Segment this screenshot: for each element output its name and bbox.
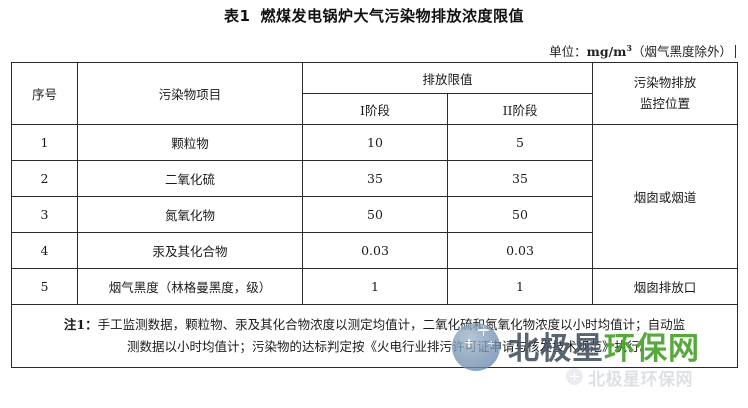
- table-row: 5 烟气黑度（林格曼黑度，级） 1 1 烟囱排放口: [11, 268, 739, 305]
- header-position-line1: 污染物排放: [633, 74, 697, 90]
- cell-seq: 4: [11, 232, 78, 269]
- emission-limits-table-wrapper: 序号 污染物项目 排放限值 污染物排放 监控位置 I阶段 II阶段 1 颗粒物 …: [10, 62, 739, 368]
- header-cell-stage1: I阶段: [302, 93, 448, 125]
- cell-position-merged: 烟囱或烟道: [592, 124, 739, 269]
- cell-stage2: 50: [446, 196, 594, 233]
- table-row: 4 汞及其化合物 0.03 0.03: [11, 232, 738, 269]
- footnote-text-2: 测数据以小时均值计；污染物的达标判定按《火电行业排污许可证申请与核发技术规范》执…: [127, 339, 653, 354]
- footnote-line-2: 测数据以小时均值计；污染物的达标判定按《火电行业排污许可证申请与核发技术规范》执…: [12, 336, 737, 358]
- units-note: （烟气黑度除外）: [631, 44, 732, 59]
- table-title-text: 燃煤发电锅炉大气污染物排放浓度限值: [260, 7, 524, 25]
- table-header-row-2: I阶段 II阶段: [12, 93, 738, 125]
- cell-seq: 5: [11, 268, 78, 305]
- cell-item: 汞及其化合物: [77, 232, 303, 269]
- cell-seq: 2: [11, 160, 78, 197]
- table-header-row-1: 序号 污染物项目 排放限值 污染物排放 监控位置: [11, 62, 739, 125]
- cell-seq: 3: [11, 196, 78, 233]
- table-footnote-row: 注1：手工监测数据，颗粒物、汞及其化合物浓度以测定均值计，二氧化硫和氮氧化物浓度…: [10, 304, 739, 368]
- emission-limits-table: 序号 污染物项目 排放限值 污染物排放 监控位置 I阶段 II阶段 1 颗粒物 …: [10, 62, 739, 368]
- table-row: 3 氮氧化物 50 50: [11, 196, 738, 233]
- page-title: 表1 燃煤发电锅炉大气污染物排放浓度限值: [0, 5, 748, 26]
- table-row: 1 颗粒物 10 5 烟囱或烟道: [11, 124, 739, 269]
- cell-stage1: 50: [302, 196, 448, 233]
- units-label: 单位：: [549, 44, 587, 59]
- cell-item: 烟气黑度（林格曼黑度，级）: [77, 268, 303, 305]
- cell-stage1: 1: [302, 268, 448, 305]
- footnote-label: 注1：: [63, 317, 98, 333]
- footnote-line-1: 注1：手工监测数据，颗粒物、汞及其化合物浓度以测定均值计，二氧化硫和氮氧化物浓度…: [12, 314, 737, 336]
- header-cell-position: 污染物排放 监控位置: [592, 62, 739, 125]
- cell-stage1: 35: [302, 160, 448, 197]
- cell-stage1: 0.03: [302, 232, 448, 269]
- footnote-text-1: 手工监测数据，颗粒物、汞及其化合物浓度以测定均值计，二氧化硫和氮氧化物浓度以小时…: [97, 317, 686, 333]
- cell-stage2: 1: [446, 268, 594, 305]
- cell-position-row5: 烟囱排放口: [592, 268, 739, 305]
- cell-stage2: 0.03: [446, 232, 594, 269]
- header-cell-item: 污染物项目: [77, 62, 303, 125]
- header-cell-stage2: II阶段: [446, 93, 594, 125]
- watermark-secondary: 北极星环保网: [566, 365, 742, 391]
- table-row: 2 二氧化硫 35 35: [11, 160, 738, 197]
- header-position-line2: 监控位置: [640, 95, 691, 111]
- cell-item: 氮氧化物: [77, 196, 303, 233]
- cell-seq: 1: [11, 124, 78, 161]
- cell-stage2: 5: [446, 124, 594, 161]
- text-caret: [735, 45, 736, 58]
- cell-stage1: 10: [302, 124, 448, 161]
- watermark-secondary-logo-icon: [566, 368, 583, 385]
- cell-stage2: 35: [446, 160, 594, 197]
- table-number: 表1: [224, 7, 251, 25]
- units-value: mg/m: [586, 44, 627, 59]
- cell-item: 二氧化硫: [77, 160, 303, 197]
- watermark-secondary-text: 北极星环保网: [588, 370, 693, 390]
- footnote-cell: 注1：手工监测数据，颗粒物、汞及其化合物浓度以测定均值计，二氧化硫和氮氧化物浓度…: [10, 304, 739, 368]
- units-exponent: 3: [626, 42, 632, 53]
- header-cell-seq: 序号: [11, 62, 78, 125]
- cell-item: 颗粒物: [77, 124, 303, 161]
- units-line: 单位：mg/m3（烟气黑度除外）: [549, 41, 736, 60]
- header-cell-limit-group: 排放限值: [301, 62, 594, 94]
